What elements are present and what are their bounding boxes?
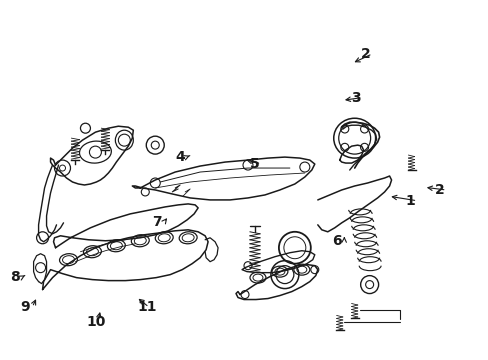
Text: 8: 8 bbox=[10, 270, 20, 284]
Text: 4: 4 bbox=[175, 150, 184, 164]
Text: 10: 10 bbox=[86, 315, 105, 329]
Text: 2: 2 bbox=[434, 183, 444, 197]
Text: 6: 6 bbox=[331, 234, 341, 248]
Text: 3: 3 bbox=[350, 90, 360, 104]
Text: 5: 5 bbox=[249, 157, 259, 171]
Text: 2: 2 bbox=[360, 47, 369, 61]
Text: 11: 11 bbox=[137, 300, 157, 314]
Text: 9: 9 bbox=[20, 300, 30, 314]
Text: 7: 7 bbox=[152, 215, 161, 229]
Text: 1: 1 bbox=[405, 194, 414, 208]
